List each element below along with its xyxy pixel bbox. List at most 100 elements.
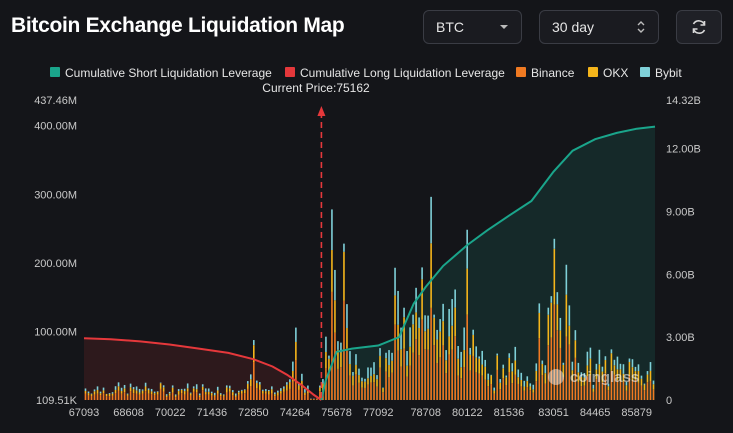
binance-bar [418,355,420,400]
okx-bar [631,367,634,381]
bybit-bar [613,359,616,366]
binance-bar [409,365,411,400]
y-right-tick: 14.32B [666,95,701,107]
okx-bar [610,353,613,371]
okx-bar [415,312,417,340]
refresh-button[interactable] [676,10,722,44]
x-tick: 84465 [580,407,611,419]
bybit-bar [219,393,222,395]
okx-bar [451,325,453,350]
okx-bar [90,394,93,396]
binance-bar [265,393,267,400]
bybit-bar [643,383,646,385]
okx-bar [102,390,105,394]
binance-bar [379,367,381,400]
okx-bar [259,384,261,390]
okx-bar [652,384,655,390]
bybit-bar [505,375,508,378]
okx-bar [126,394,129,396]
okx-bar [177,391,180,395]
bybit-bar [265,389,267,392]
binance-bar [99,395,102,400]
okx-bar [634,371,637,380]
bybit-bar [228,385,231,389]
binance-bar [346,348,348,400]
okx-bar [141,390,144,394]
okx-bar [262,390,264,394]
okx-bar [283,388,285,392]
binance-bar [93,394,96,400]
okx-bar [562,364,565,377]
coin-select[interactable]: BTC [423,10,522,44]
range-select[interactable]: 30 day [539,10,659,44]
bybit-bar [274,392,276,395]
okx-bar [427,328,429,350]
bybit-bar [484,359,487,367]
okx-bar [105,393,108,397]
binance-bar [460,378,462,400]
okx-bar [183,391,186,395]
okx-bar [607,386,610,391]
okx-bar [568,325,571,345]
bybit-bar [451,299,453,326]
binance-bar [120,393,123,400]
binance-bar [520,386,523,400]
bybit-bar [565,264,568,295]
y-left-tick: 400.00M [34,121,77,133]
bybit-bar [102,387,105,391]
bybit-bar [508,353,511,358]
bybit-bar [400,327,402,350]
binance-bar [451,349,453,400]
binance-bar [376,386,378,400]
binance-bar [454,336,456,400]
okx-bar [319,387,321,392]
binance-bar [331,291,333,400]
binance-bar [298,389,300,400]
okx-bar [400,349,402,367]
okx-bar [532,389,535,393]
binance-bar [403,348,405,400]
okx-bar [99,393,102,396]
binance-bar [171,392,174,400]
bybit-bar [117,382,120,387]
binance-bar [556,330,559,400]
bybit-bar [436,329,438,340]
okx-bar [547,314,550,346]
bybit-bar [114,386,117,390]
okx-bar [379,355,381,368]
bybit-bar [201,384,204,387]
binance-bar [652,389,655,400]
okx-bar [331,250,333,292]
bybit-bar [469,347,471,355]
bybit-bar [256,380,258,383]
binance-bar [610,370,613,400]
binance-bar [484,379,487,400]
bybit-bar [439,319,441,332]
binance-bar [334,332,336,400]
okx-bar [538,312,541,339]
okx-bar [162,387,165,392]
binance-bar [268,394,270,400]
binance-bar [517,383,520,400]
binance-bar [553,304,556,400]
chevron-updown-icon [637,21,645,33]
binance-bar [234,396,237,400]
watermark-text: coinglass [570,369,639,386]
binance-bar [292,381,294,400]
okx-bar [286,384,288,391]
okx-bar [466,268,468,315]
bybit-bar [135,386,138,391]
bybit-bar [120,387,123,391]
x-tick: 80122 [452,407,483,419]
okx-bar [370,375,372,383]
okx-bar [493,390,496,394]
bybit-bar [322,379,324,384]
okx-bar [349,364,351,376]
binance-bar [595,379,598,400]
binance-bar [198,397,201,400]
binance-bar [210,395,213,400]
okx-bar [129,387,132,392]
bybit-bar [237,390,240,393]
okx-bar [328,358,330,372]
binance-bar [289,388,291,400]
